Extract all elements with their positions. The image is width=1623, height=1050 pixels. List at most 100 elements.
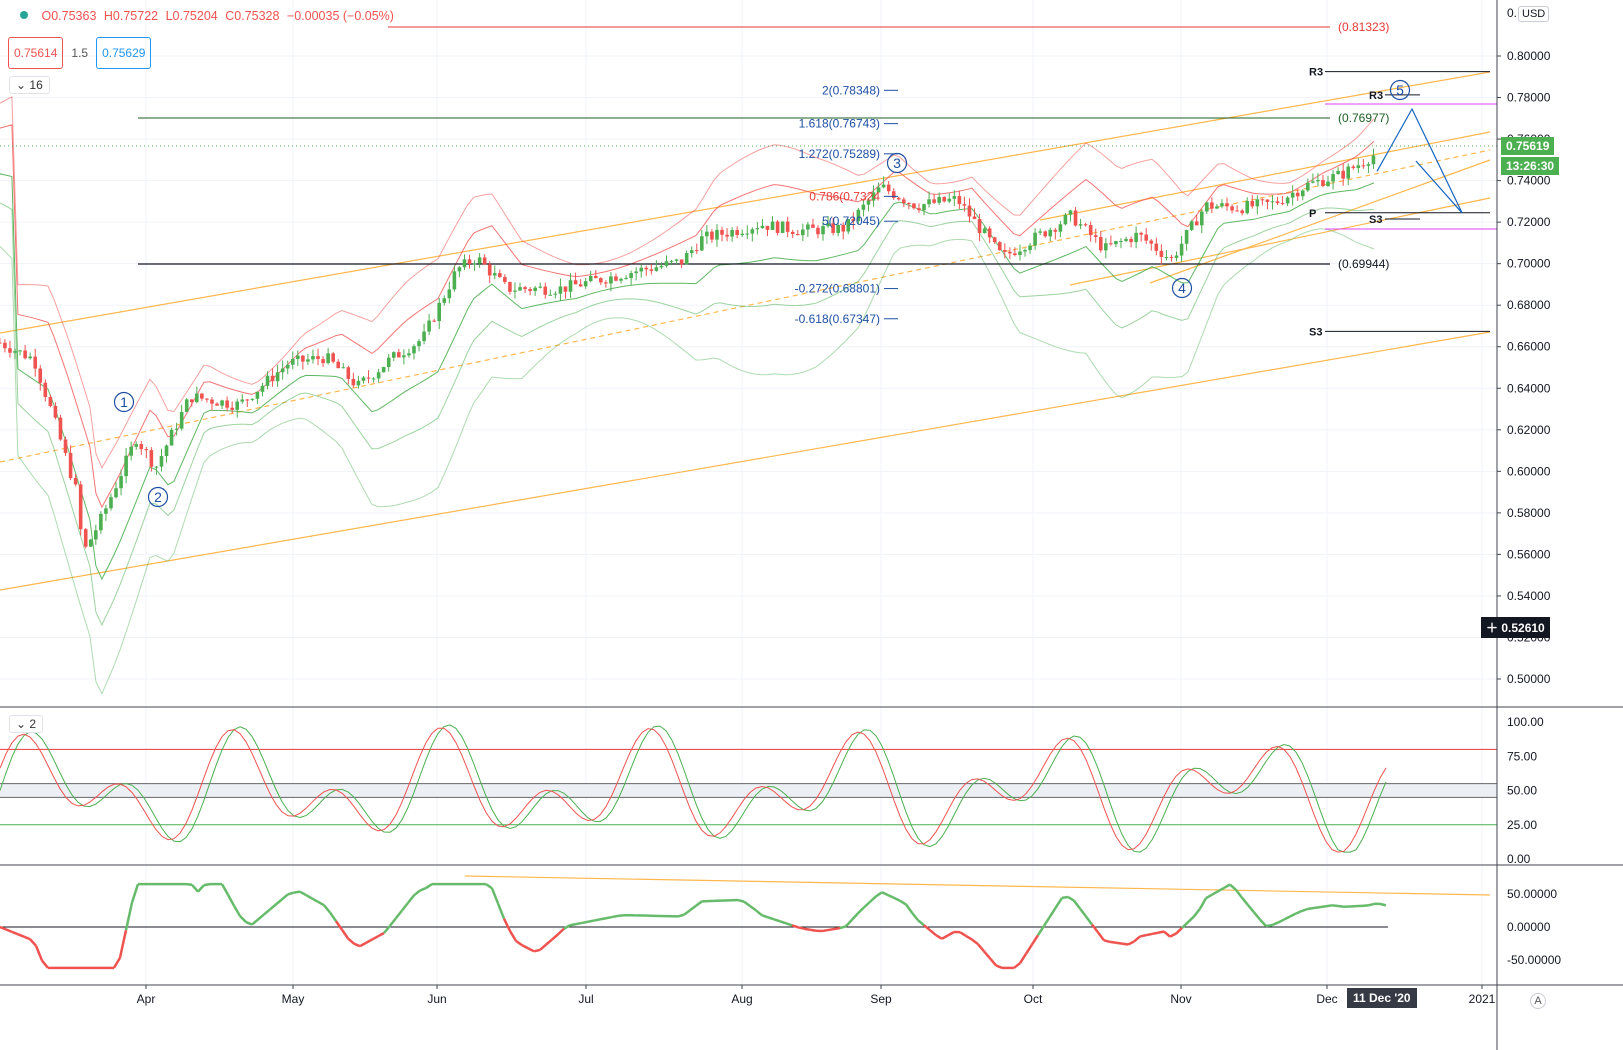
candle-body bbox=[38, 368, 43, 383]
momentum-segment bbox=[1127, 940, 1135, 946]
candle-body bbox=[1139, 232, 1143, 235]
candle-body bbox=[1215, 206, 1219, 209]
candle-body bbox=[684, 253, 689, 265]
momentum-segment bbox=[941, 934, 949, 940]
market-open-icon bbox=[20, 11, 28, 19]
candle-body bbox=[745, 233, 750, 235]
candle-body bbox=[1270, 201, 1275, 203]
indicators-toggle[interactable]: ⌄ 16 bbox=[9, 76, 50, 94]
buy-button[interactable]: 0.75629 bbox=[96, 37, 152, 69]
candle-body bbox=[280, 368, 285, 373]
sub-indicators-toggle[interactable]: ⌄ 2 bbox=[9, 715, 44, 733]
momentum-segment bbox=[959, 931, 967, 937]
candle-body bbox=[13, 351, 17, 353]
candle-body bbox=[250, 398, 255, 400]
channel-line bbox=[0, 331, 1491, 591]
time-tick-label: Apr bbox=[137, 992, 156, 1006]
candle-body bbox=[442, 298, 447, 303]
candle-body bbox=[1013, 253, 1017, 256]
candle-body bbox=[563, 286, 568, 292]
candle-body bbox=[548, 294, 553, 296]
candle-body bbox=[1331, 174, 1335, 182]
momentum-segment bbox=[527, 947, 535, 953]
momentum-segment bbox=[1013, 962, 1021, 969]
momentum-segment bbox=[401, 902, 409, 912]
candle-body bbox=[593, 275, 598, 279]
candle-body bbox=[735, 230, 739, 235]
candle-body bbox=[124, 455, 128, 477]
momentum-segment bbox=[29, 938, 37, 947]
candle-body bbox=[68, 453, 73, 479]
fib-label: 1.272(0.75289) bbox=[799, 147, 880, 161]
momentum-segment bbox=[845, 918, 853, 928]
candle-body bbox=[1048, 229, 1053, 237]
candle-body bbox=[1220, 203, 1224, 207]
time-tick-label: Aug bbox=[731, 992, 752, 1006]
candle-body bbox=[477, 257, 482, 264]
momentum-segment bbox=[1024, 943, 1034, 955]
momentum-segment bbox=[1145, 932, 1153, 937]
pivot-label: P bbox=[1309, 208, 1316, 220]
candle-body bbox=[917, 208, 921, 211]
candle-body bbox=[1134, 232, 1138, 243]
momentum-segment bbox=[779, 920, 787, 925]
currency-button[interactable]: USD bbox=[1518, 6, 1550, 22]
momentum-segment bbox=[1277, 918, 1285, 924]
candle-body bbox=[644, 267, 649, 270]
momentum-segment bbox=[1205, 893, 1213, 900]
candle-body bbox=[104, 508, 108, 514]
momentum-segment bbox=[605, 915, 613, 920]
price-tick-label: 0.72000 bbox=[1507, 215, 1551, 229]
price-tick-label: 0.56000 bbox=[1507, 547, 1551, 561]
momentum-segment bbox=[1175, 927, 1183, 935]
momentum-segment bbox=[1018, 953, 1028, 964]
momentum-segment bbox=[245, 920, 253, 926]
candle-body bbox=[705, 231, 709, 237]
candle-body bbox=[669, 260, 674, 262]
candle-body bbox=[265, 375, 270, 386]
candle-body bbox=[18, 350, 22, 352]
channel-line bbox=[1069, 197, 1491, 286]
time-tick-label: May bbox=[282, 992, 305, 1006]
candle-body bbox=[624, 278, 628, 280]
candle-body bbox=[225, 400, 229, 408]
candle-body bbox=[391, 352, 396, 358]
last-price-tag: 0.75619 bbox=[1501, 137, 1555, 155]
momentum-segment bbox=[1295, 909, 1303, 915]
countdown-tag: 13:26:30 bbox=[1501, 157, 1560, 175]
candles bbox=[0, 148, 1376, 549]
candle-body bbox=[1129, 238, 1133, 243]
sell-button[interactable]: 0.75614 bbox=[8, 37, 64, 69]
candle-body bbox=[1194, 221, 1199, 226]
auto-scale-button[interactable]: A bbox=[1530, 993, 1546, 1009]
momentum-segment bbox=[1036, 925, 1046, 936]
candle-body bbox=[720, 229, 724, 235]
candle-body bbox=[346, 367, 351, 379]
projection-path bbox=[1376, 107, 1463, 214]
candle-body bbox=[1361, 165, 1366, 167]
candle-body bbox=[750, 229, 755, 234]
candle-body bbox=[119, 476, 123, 489]
candle-body bbox=[573, 280, 578, 285]
momentum-segment bbox=[340, 929, 350, 940]
candle-body bbox=[932, 199, 936, 203]
candle-body bbox=[977, 219, 982, 234]
candle-body bbox=[1235, 210, 1239, 212]
momentum-segment bbox=[496, 903, 506, 920]
candle-body bbox=[730, 230, 734, 237]
ohlc-legend: O0.75363 H0.75722 L0.75204 C0.75328 −0.0… bbox=[6, 9, 398, 23]
candle-body bbox=[780, 221, 785, 233]
oscillator-tick-label: 100.00 bbox=[1507, 715, 1544, 729]
momentum-segment bbox=[293, 890, 301, 894]
momentum-segment bbox=[220, 883, 230, 896]
momentum-segment bbox=[257, 913, 265, 921]
candle-body bbox=[689, 250, 694, 254]
candle-body bbox=[215, 403, 219, 406]
momentum-segment bbox=[887, 893, 895, 900]
wave-circle-icon bbox=[113, 391, 135, 413]
candle-body bbox=[609, 276, 613, 284]
candle-body bbox=[1028, 245, 1032, 251]
time-tick-label: Jun bbox=[427, 992, 446, 1006]
momentum-segment bbox=[1217, 886, 1225, 893]
